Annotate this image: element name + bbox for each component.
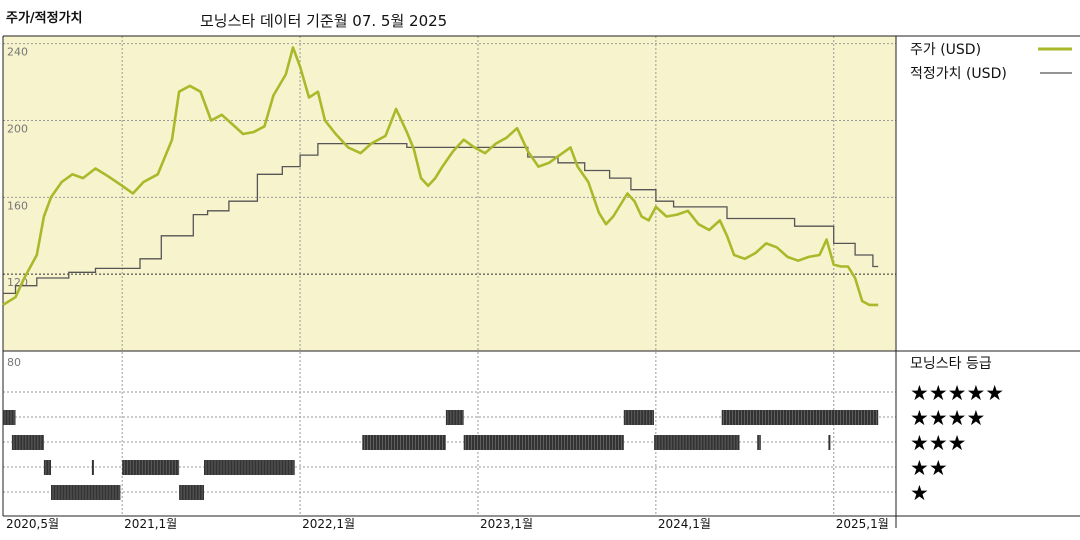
x-tick-label: 2022,1월 [302, 517, 355, 531]
x-tick-label: 2023,1월 [480, 517, 533, 531]
y-tick-label: 240 [7, 46, 28, 59]
rating-bar-3-star [362, 435, 446, 450]
y-tick-label: 160 [7, 199, 28, 212]
rating-bar-2-star [91, 460, 94, 475]
rating-bar-2-star [43, 460, 51, 475]
rating-bar-3-star [463, 435, 624, 450]
rating-bar-4-star [623, 410, 654, 425]
y-tick-label: 200 [7, 123, 28, 136]
rating-bar-3-star [654, 435, 740, 450]
x-tick-label: 2021,1월 [124, 517, 177, 531]
legend: 주가 (USD) 적정가치 (USD) 모닝스타 등급 [910, 42, 1072, 372]
rating-bar-4-star [721, 410, 879, 425]
rating-4-star-label: ★★★★ [910, 406, 985, 430]
rating-bar-3-star [757, 435, 761, 450]
chart-frame [2, 35, 1080, 528]
rating-3-star-label: ★★★ [910, 431, 966, 455]
price-line [2, 46, 879, 307]
rating-bar-1-star [179, 485, 204, 500]
rating-bar-3-star [828, 435, 831, 450]
legend-fair-value-label: 적정가치 (USD) [910, 66, 1007, 82]
rating-5-star-label: ★★★★★ [910, 381, 1004, 405]
rating-bars [3, 410, 879, 500]
x-tick-label: 2020,5월 [6, 517, 59, 531]
plot-background [3, 36, 896, 351]
fair-value-series [3, 142, 879, 295]
rating-title: 모닝스타 등급 [910, 356, 992, 372]
x-tick-label: 2025,1월 [836, 517, 889, 531]
rating-bar-1-star [51, 485, 121, 500]
chart-subtitle: 모닝스타 데이터 기준월 07. 5월 2025 [200, 12, 448, 30]
page-title: 주가/적정가치 [6, 11, 83, 26]
fair-value-line [3, 142, 879, 295]
rating-star-labels: ★★★★★★★★★★★★★★★ [910, 381, 1004, 505]
rating-2-star-label: ★★ [910, 456, 948, 480]
rating-bar-3-star [11, 435, 44, 450]
rating-bar-2-star [122, 460, 180, 475]
rating-bar-4-star [445, 410, 464, 425]
rating-bar-4-star [3, 410, 16, 425]
rating-1-star-label: ★ [910, 481, 929, 505]
legend-price-label: 주가 (USD) [910, 42, 981, 58]
x-tick-label: 2024,1월 [658, 517, 711, 531]
y-tick-label: 80 [7, 356, 21, 369]
price-series [2, 46, 879, 307]
rating-bar-2-star [204, 460, 295, 475]
